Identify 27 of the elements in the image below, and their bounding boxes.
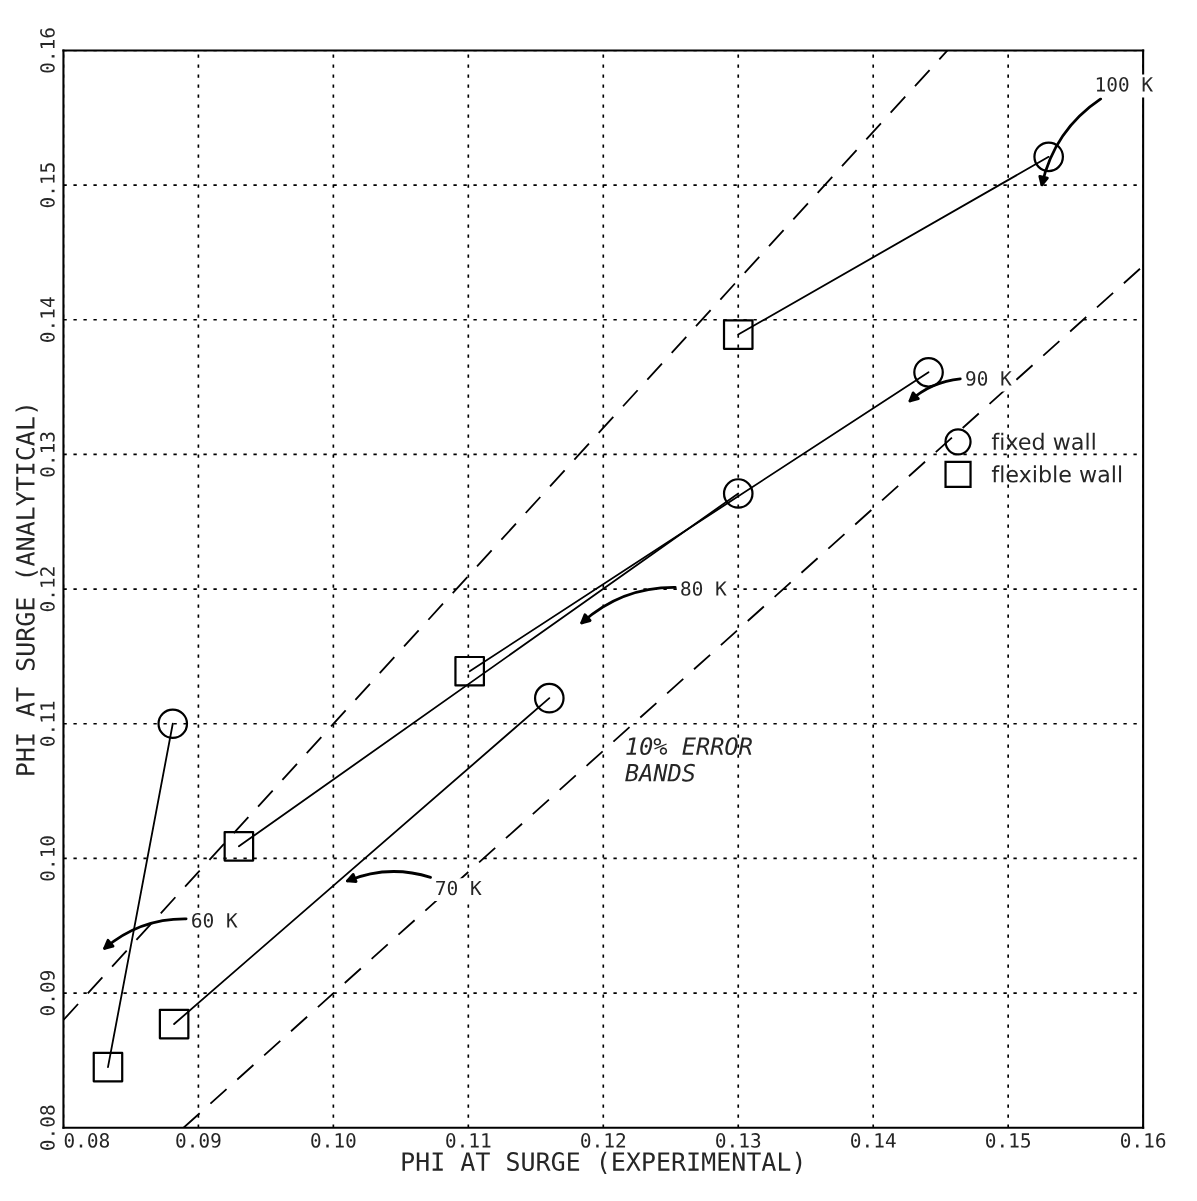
y-tick-label: 0.09 <box>40 970 55 1016</box>
x-tick-label: 0.11 <box>446 1133 491 1148</box>
y-axis-title: PHI AT SURGE (ANALYTICAL) <box>15 406 38 775</box>
annotation: 100 K <box>1096 76 1154 92</box>
x-tick-label: 0.08 <box>64 1133 110 1148</box>
annotation: 90 K <box>966 371 1012 386</box>
x-tick-label: 0.09 <box>176 1133 221 1148</box>
annotation: 60 K <box>192 912 238 928</box>
x-tick-label: 0.16 <box>1120 1133 1166 1148</box>
y-tick-label: 0.10 <box>40 836 55 881</box>
x-axis-title: PHI AT SURGE (EXPERIMENTAL) <box>402 1151 802 1174</box>
x-tick-label: 0.15 <box>986 1133 1031 1148</box>
legend-label: fixed wall <box>991 432 1095 450</box>
y-tick-label: 0.12 <box>40 567 55 612</box>
annotation: 70 K <box>436 880 482 896</box>
y-tick-label: 0.11 <box>40 701 55 746</box>
y-tick-label: 0.16 <box>40 28 55 73</box>
y-tick-label: 0.14 <box>40 297 55 342</box>
y-tick-label: 0.15 <box>40 163 55 208</box>
x-tick-label: 0.10 <box>311 1133 356 1148</box>
legend-label: flexible wall <box>991 465 1122 483</box>
annotation: 10% ERROR BANDS <box>625 737 752 782</box>
x-tick-label: 0.13 <box>716 1133 761 1148</box>
x-tick-label: 0.14 <box>851 1133 896 1148</box>
y-tick-label: 0.13 <box>40 432 55 477</box>
annotation: 80 K <box>681 581 727 596</box>
x-tick-label: 0.12 <box>581 1133 626 1148</box>
